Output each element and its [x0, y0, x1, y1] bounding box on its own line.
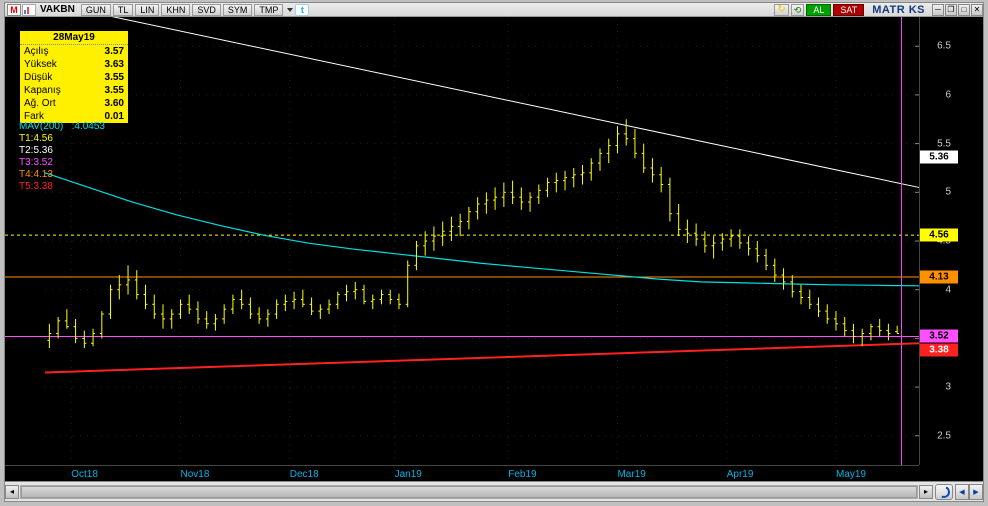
- price-level-tag: 3.38: [920, 344, 958, 357]
- maximize-button[interactable]: □: [958, 4, 970, 16]
- chart-type-icon: [22, 4, 36, 16]
- price-chart: [5, 17, 983, 481]
- chart-area[interactable]: 28May19 Açılış3.57Yüksek3.63Düşük3.55Kap…: [5, 17, 983, 481]
- logo: MATR KS: [872, 4, 925, 16]
- scroll-track[interactable]: [20, 485, 918, 499]
- toolbar-lin[interactable]: LIN: [135, 4, 159, 16]
- toolbar-khn[interactable]: KHN: [161, 4, 190, 16]
- x-tick-label: Dec18: [290, 469, 319, 480]
- y-tick-label: 6: [921, 89, 951, 100]
- price-level-tag: 5.36: [920, 151, 958, 164]
- toolbar-gun[interactable]: GUN: [81, 4, 111, 16]
- sell-button[interactable]: SAT: [833, 4, 864, 16]
- y-axis: 2.533.544.555.566.55.364.564.133.523.38: [919, 17, 983, 465]
- nav-buttons: ◀ ▶: [955, 484, 983, 500]
- bottom-scrollbar: ◂ ▸ ◀ ▶: [5, 481, 983, 501]
- ohlc-row: Ağ. Ort3.60: [20, 97, 128, 110]
- indicator-legend: MAV(200) :4.0453T1:4.56T2:5.36T3:3.52T4:…: [19, 121, 105, 193]
- y-tick-label: 5.5: [921, 138, 951, 149]
- nav-next-button[interactable]: ▶: [969, 484, 983, 500]
- ohlc-panel: 28May19 Açılış3.57Yüksek3.63Düşük3.55Kap…: [19, 30, 129, 124]
- indicator-line: T5:3.38: [19, 181, 105, 193]
- indicator-line: MAV(200) :4.0453: [19, 121, 105, 133]
- chart-window: M VAKBN GUNTLLINKHNSVDSYMTMP t ↻ ⟲ AL SA…: [4, 2, 984, 502]
- x-tick-label: Feb19: [508, 469, 536, 480]
- toolbar-tl[interactable]: TL: [113, 4, 134, 16]
- scroll-right-button[interactable]: ▸: [919, 485, 933, 499]
- ohlc-date: 28May19: [20, 31, 128, 45]
- indicator-line: T1:4.56: [19, 133, 105, 145]
- y-tick-label: 5: [921, 187, 951, 198]
- close-button[interactable]: ✕: [971, 4, 983, 16]
- x-tick-label: Mar19: [617, 469, 645, 480]
- x-tick-label: Nov18: [180, 469, 209, 480]
- indicator-line: T4:4.13: [19, 169, 105, 181]
- price-level-tag: 4.56: [920, 229, 958, 242]
- minimize-button[interactable]: ─: [932, 4, 944, 16]
- toolbar-svd[interactable]: SVD: [192, 4, 221, 16]
- refresh-button[interactable]: ↻: [774, 4, 788, 16]
- x-tick-label: Oct18: [71, 469, 98, 480]
- restore-button[interactable]: ❐: [945, 4, 957, 16]
- refresh-chart-button[interactable]: [935, 484, 953, 500]
- y-tick-label: 3: [921, 382, 951, 393]
- link-button[interactable]: ⟲: [791, 4, 805, 16]
- toolbar-tmp[interactable]: TMP: [254, 4, 283, 16]
- toolbar-sym[interactable]: SYM: [223, 4, 253, 16]
- x-axis: Oct18 Nov18 Dec18 Jan19 Feb19 Mar19 Apr19 May19: [5, 465, 919, 481]
- x-tick-label: Apr19: [727, 469, 754, 480]
- indicator-line: T3:3.52: [19, 157, 105, 169]
- y-tick-label: 6.5: [921, 41, 951, 52]
- ohlc-row: Yüksek3.63: [20, 58, 128, 71]
- x-tick-label: May19: [836, 469, 866, 480]
- twitter-icon[interactable]: t: [295, 4, 309, 16]
- price-level-tag: 4.13: [920, 271, 958, 284]
- y-tick-label: 4: [921, 284, 951, 295]
- x-tick-label: Jan19: [395, 469, 422, 480]
- y-tick-label: 2.5: [921, 430, 951, 441]
- dropdown-icon[interactable]: [287, 8, 293, 12]
- buy-button[interactable]: AL: [806, 4, 831, 16]
- ticker-symbol[interactable]: VAKBN: [40, 4, 75, 15]
- titlebar: M VAKBN GUNTLLINKHNSVDSYMTMP t ↻ ⟲ AL SA…: [5, 3, 983, 17]
- indicator-line: T2:5.36: [19, 145, 105, 157]
- price-level-tag: 3.52: [920, 330, 958, 343]
- ohlc-row: Düşük3.55: [20, 71, 128, 84]
- toolbar-buttons: GUNTLLINKHNSVDSYMTMP: [81, 4, 286, 16]
- app-icon: M: [7, 4, 21, 16]
- scroll-thumb[interactable]: [21, 486, 917, 498]
- scroll-left-button[interactable]: ◂: [5, 485, 19, 499]
- ohlc-row: Kapanış3.55: [20, 84, 128, 97]
- ohlc-row: Açılış3.57: [20, 45, 128, 58]
- nav-prev-button[interactable]: ◀: [955, 484, 969, 500]
